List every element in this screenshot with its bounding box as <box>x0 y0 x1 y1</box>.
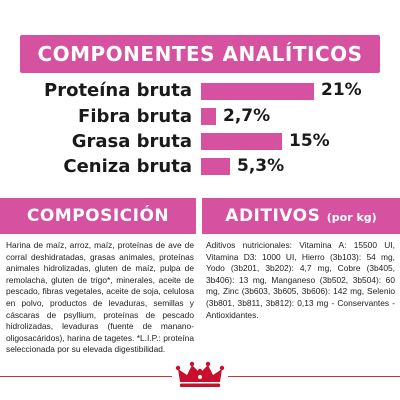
analytic-title: COMPONENTES ANALÍTICOS <box>37 42 363 66</box>
analytic-bar-fat <box>201 133 282 150</box>
additives-header-band <box>202 198 400 234</box>
analytic-bar-protein <box>201 83 314 100</box>
analytic-value-fiber: 2,7% <box>223 106 271 126</box>
analytic-header-band <box>20 35 380 73</box>
additives-title: ADITIVOS <box>225 206 321 226</box>
composition-header-band <box>0 198 196 234</box>
analytic-label-fiber: Fibra bruta <box>78 106 192 127</box>
composition-title: COMPOSICIÓN <box>26 206 170 226</box>
additives-title-wrap: ADITIVOS (por kg) <box>202 198 400 234</box>
analytic-label-protein: Proteína bruta <box>44 80 192 101</box>
royal-canin-crown-icon <box>175 361 225 387</box>
analytic-label-ash: Ceniza bruta <box>63 156 192 177</box>
additives-title-suffix: (por kg) <box>326 211 377 224</box>
analytic-value-protein: 21% <box>321 80 362 100</box>
footer-divider-left <box>0 376 172 377</box>
analytic-value-fat: 15% <box>289 131 330 151</box>
footer-divider-right <box>228 376 400 377</box>
composition-text: Harina de maíz, arroz, maíz, proteínas d… <box>6 240 194 355</box>
additives-text: Aditivos nutricionales: Vitamina A: 1550… <box>206 240 395 320</box>
analytic-bar-fiber <box>201 108 216 125</box>
analytic-value-ash: 5,3% <box>237 156 285 176</box>
analytic-label-fat: Grasa bruta <box>71 131 192 152</box>
analytic-bar-ash <box>201 158 230 175</box>
